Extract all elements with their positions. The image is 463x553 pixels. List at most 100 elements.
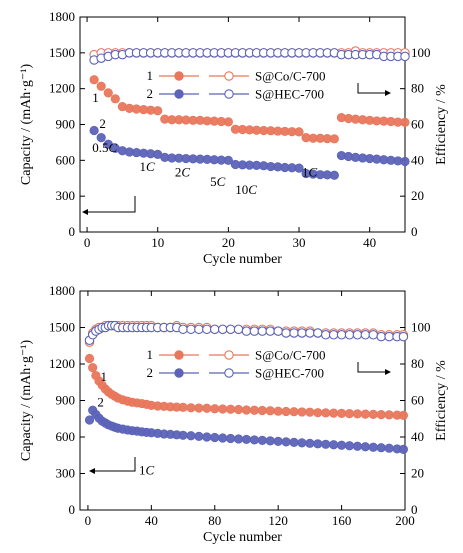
rate-label: 1C xyxy=(302,164,318,179)
y2-tick-label: 100 xyxy=(411,320,431,335)
data-point xyxy=(384,410,394,420)
chart-panel-1: 0 10 20 30 40 0 300 600 900 1200 1500 1800 0 20 40 60 80… xyxy=(19,9,449,267)
data-point xyxy=(178,324,188,335)
data-point xyxy=(103,139,113,149)
data-point xyxy=(257,405,267,416)
data-point xyxy=(223,155,233,165)
y-axis-label: Capacity / (mAh·g⁻¹) xyxy=(19,340,34,462)
legend-label: S@HEC-700 xyxy=(255,87,324,102)
data-point xyxy=(400,156,410,167)
legend-label: S@Co/C-700 xyxy=(255,348,325,363)
arrowhead-right xyxy=(385,90,391,96)
data-point xyxy=(297,438,307,448)
legend-marker-open xyxy=(224,71,234,81)
y2-axis-label: Efficiency / % xyxy=(434,84,449,165)
y-tick-label: 1200 xyxy=(49,356,75,371)
y-tick-label: 0 xyxy=(69,224,76,239)
series-capacity-1 xyxy=(89,75,410,144)
series-efficiency-4 xyxy=(89,48,410,65)
data-point xyxy=(398,331,409,342)
data-point xyxy=(218,433,228,443)
data-point xyxy=(249,435,259,445)
data-point xyxy=(352,441,363,451)
rate-label-value: 2 xyxy=(175,164,182,179)
data-point xyxy=(88,363,98,373)
y2-tick-label: 80 xyxy=(411,356,424,371)
legend-marker-open xyxy=(224,368,234,378)
rate-label-unit: C xyxy=(181,164,190,179)
data-point xyxy=(194,324,204,335)
data-point xyxy=(186,324,196,335)
data-point xyxy=(233,404,244,415)
data-point xyxy=(352,409,363,419)
legend-marker-open xyxy=(224,350,234,360)
data-point xyxy=(226,404,236,414)
y-tick-label: 300 xyxy=(56,188,76,203)
y2-tick-label: 0 xyxy=(411,502,418,517)
y-tick-label: 1500 xyxy=(49,320,75,335)
legend-number: 1 xyxy=(147,68,154,83)
data-point xyxy=(305,407,315,417)
legend-marker-filled xyxy=(174,368,184,378)
y-tick-label: 1800 xyxy=(49,283,75,298)
data-point xyxy=(96,81,106,91)
y-tick-label: 0 xyxy=(69,502,76,517)
data-point xyxy=(153,106,163,116)
data-point xyxy=(398,410,409,420)
y-tick-label: 600 xyxy=(56,152,76,167)
curve-label: 2 xyxy=(97,395,104,410)
data-point xyxy=(329,170,339,180)
y2-tick-label: 100 xyxy=(411,45,431,60)
arrowhead-left xyxy=(89,468,95,474)
y-tick-label: 900 xyxy=(56,117,76,132)
data-point xyxy=(233,434,244,444)
data-point xyxy=(320,330,331,340)
data-point xyxy=(194,403,204,413)
data-point xyxy=(352,330,363,340)
y-tick-label: 900 xyxy=(56,393,76,408)
y-axis-label: Capacity / (mAh·g⁻¹) xyxy=(19,64,34,186)
data-point xyxy=(329,440,339,450)
data-point xyxy=(329,408,339,418)
rate-label: 0.5C xyxy=(92,140,117,155)
data-point xyxy=(249,405,259,415)
data-point xyxy=(110,94,120,104)
x-tick-label: 40 xyxy=(145,513,158,528)
data-point xyxy=(241,326,252,336)
data-point xyxy=(294,127,304,137)
data-point xyxy=(289,437,299,447)
data-point xyxy=(297,328,307,338)
data-point xyxy=(202,432,212,442)
legend-number: 1 xyxy=(147,347,154,362)
data-point xyxy=(103,88,113,98)
arrow-to-efficiency-axis xyxy=(357,83,385,94)
legend-marker-filled xyxy=(174,71,184,81)
y2-tick-label: 20 xyxy=(411,466,424,481)
y-tick-label: 1200 xyxy=(49,81,75,96)
data-point xyxy=(400,117,410,127)
x-axis-label: Cycle number xyxy=(203,252,282,267)
data-point xyxy=(210,404,220,414)
data-point xyxy=(186,431,196,441)
data-point xyxy=(336,408,347,418)
data-point xyxy=(202,403,212,413)
data-point xyxy=(210,432,220,443)
x-tick-label: 10 xyxy=(151,235,164,250)
data-point xyxy=(84,353,95,364)
x-tick-label: 200 xyxy=(395,513,415,528)
data-point xyxy=(194,431,204,441)
rate-label-value: 1 xyxy=(302,164,309,179)
rate-label-unit: C xyxy=(309,164,318,179)
data-point xyxy=(305,328,315,338)
data-point xyxy=(273,436,283,446)
y-tick-label: 300 xyxy=(56,466,76,481)
data-point xyxy=(210,324,220,335)
x-tick-label: 30 xyxy=(293,235,306,250)
data-point xyxy=(241,405,252,415)
data-point xyxy=(218,404,228,414)
curve-label: 1 xyxy=(92,90,99,105)
data-point xyxy=(384,331,394,342)
rate-label-value: 5 xyxy=(210,174,217,189)
curve-label: 1 xyxy=(101,369,108,384)
